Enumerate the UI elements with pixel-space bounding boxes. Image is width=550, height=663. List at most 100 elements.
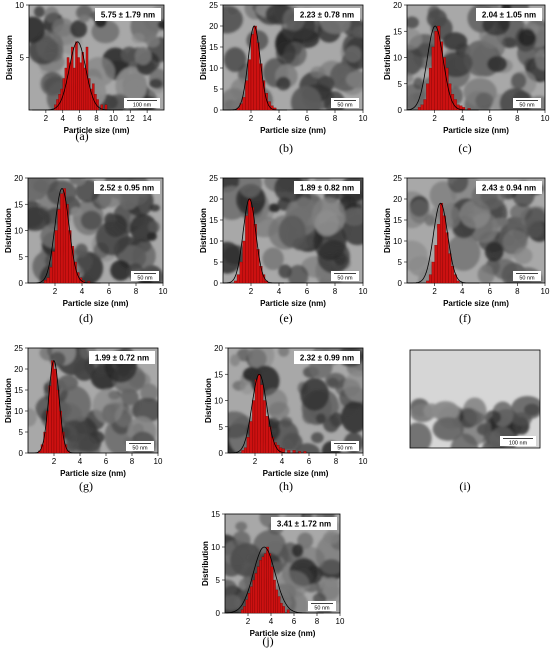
histogram-bar	[66, 57, 70, 111]
x-tick-label: 8	[315, 617, 320, 626]
gaussian-fit-line	[223, 25, 287, 111]
histogram-bar	[434, 245, 438, 284]
x-tick-label: 8	[130, 457, 135, 466]
histogram-bar	[54, 230, 58, 284]
plot-frame	[27, 347, 159, 454]
histogram-bars	[44, 188, 91, 284]
scale-bar-label: 50 nm	[337, 103, 353, 109]
histogram-bar	[254, 573, 258, 614]
histogram-bar	[280, 602, 283, 614]
subfigure-label: (d)	[79, 311, 93, 325]
histogram-bar	[282, 606, 285, 614]
histogram-bar	[253, 25, 257, 111]
panel-h: 2 4 6 8 10 0 5 10 15 20 Particle size (nm) Distribu…	[204, 344, 368, 493]
gaussian-fit-line	[407, 202, 480, 284]
histogram-bar	[277, 596, 281, 614]
scale-bar-box	[331, 441, 359, 451]
histogram-bar	[53, 368, 57, 454]
histogram-bar	[265, 416, 269, 454]
x-tick-label: 8	[334, 457, 339, 466]
mean-size-label: 2.04 ± 1.05 nm	[482, 11, 536, 20]
histogram-bar	[245, 599, 249, 614]
y-tick-label: 0	[398, 279, 403, 288]
histogram-bar	[59, 410, 62, 454]
x-tick-label: 8	[515, 287, 520, 296]
panel-g: 2 4 6 8 10 0 5 10 15 20 25 Particle size (nm) Distri…	[4, 344, 163, 493]
gaussian-fit-line	[32, 41, 123, 111]
histogram-bar	[273, 579, 276, 614]
y-tick-label: 10	[14, 407, 23, 416]
y-tick-label: 10	[209, 64, 218, 73]
x-tick-label: 6	[292, 617, 297, 626]
y-tick-label: 15	[14, 200, 23, 209]
histogram-bar	[248, 198, 252, 284]
histogram-bar	[259, 266, 263, 284]
gaussian-fit-line	[28, 360, 82, 454]
tem-particles	[28, 348, 158, 453]
histogram-bar	[83, 67, 87, 111]
histogram-bar	[439, 203, 444, 284]
mean-size-label: 2.43 ± 0.94 nm	[482, 184, 536, 193]
x-tick-label: 6	[307, 457, 312, 466]
x-tick-label: 10	[359, 114, 368, 123]
histogram-bar	[431, 46, 435, 111]
panel-e: 2 4 6 8 10 0 5 10 15 20 25 Particle size (nm) Distri…	[199, 174, 368, 325]
histogram-bar	[257, 566, 260, 614]
x-tick-label: 6	[107, 287, 112, 296]
histogram-bar	[270, 566, 274, 614]
x-tick-label: 2	[52, 457, 57, 466]
histogram-bar	[261, 556, 265, 614]
y-tick-label: 10	[14, 227, 23, 236]
y-axis-label: Distribution	[199, 208, 208, 253]
x-tick-label: 4	[460, 287, 465, 296]
x-tick-label: 6	[77, 114, 82, 123]
x-axis-label: Particle size (nm)	[250, 629, 316, 638]
panel-d: 2 4 6 8 10 0 5 10 15 20 Particle size (nm) Distribu…	[4, 174, 168, 325]
histogram-bar	[445, 67, 449, 111]
x-tick-label: 10	[541, 287, 550, 296]
scale-bar-box	[500, 436, 536, 446]
x-tick-label: 10	[336, 617, 345, 626]
panel-i: 100 nm (i)	[409, 349, 541, 493]
y-axis-label: Distribution	[5, 35, 14, 80]
gaussian-fit-line	[28, 188, 101, 284]
y-tick-label: 25	[209, 174, 218, 183]
histogram-bar	[246, 437, 250, 454]
histogram-bar	[420, 104, 424, 111]
x-tick-label: 4	[280, 457, 285, 466]
scale-bar-label: 50 nm	[519, 276, 535, 282]
x-axis-label: Particle size (nm)	[263, 469, 329, 478]
mean-size-label: 1.89 ± 0.82 nm	[300, 184, 354, 193]
histogram-bar	[49, 267, 53, 284]
histogram-bar	[428, 67, 432, 111]
histogram-bar	[286, 609, 290, 614]
tem-particles	[407, 178, 545, 283]
histogram-bar	[240, 609, 244, 614]
histogram-bar	[256, 42, 260, 111]
y-tick-label: 5	[216, 576, 221, 585]
y-tick-label: 5	[214, 85, 219, 94]
y-tick-label: 10	[15, 1, 24, 10]
histogram-bar	[439, 41, 444, 111]
histogram-bars	[236, 25, 277, 111]
histogram-bar	[426, 83, 430, 111]
subfigure-label: (j)	[262, 634, 273, 648]
histogram-bar	[245, 215, 249, 284]
x-tick-label: 4	[277, 114, 282, 123]
mean-label-box	[294, 8, 360, 21]
x-tick-label: 2	[246, 617, 251, 626]
y-tick-label: 10	[393, 237, 402, 246]
x-tick-label: 2	[432, 114, 437, 123]
histogram-bar	[75, 41, 78, 111]
y-tick-label: 15	[393, 27, 402, 36]
x-axis-label: Particle size (nm)	[260, 126, 326, 135]
y-axis-label: Distribution	[4, 378, 13, 423]
y-tick-label: 15	[14, 386, 23, 395]
scale-bar-box	[513, 271, 541, 281]
y-tick-label: 20	[393, 195, 402, 204]
y-tick-label: 10	[393, 54, 402, 63]
y-axis-label: Distribution	[199, 35, 208, 80]
scale-bar-label: 100 nm	[133, 103, 152, 109]
y-tick-label: 5	[20, 54, 25, 63]
